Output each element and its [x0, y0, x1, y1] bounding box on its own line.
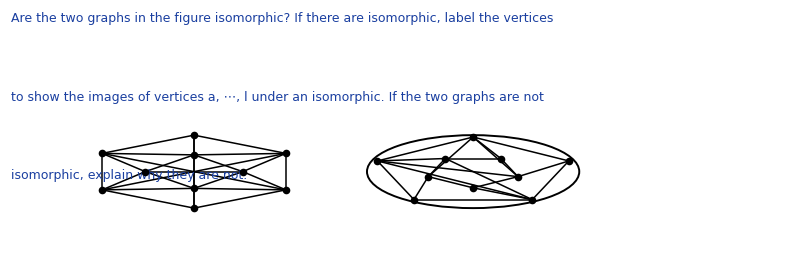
Text: to show the images of vertices a, ⋯, l under an isomorphic. If the two graphs ar: to show the images of vertices a, ⋯, l u… — [11, 91, 544, 103]
Text: isomorphic, explain why they are not.: isomorphic, explain why they are not. — [11, 169, 247, 182]
Text: Are the two graphs in the figure isomorphic? If there are isomorphic, label the : Are the two graphs in the figure isomorp… — [11, 12, 553, 25]
